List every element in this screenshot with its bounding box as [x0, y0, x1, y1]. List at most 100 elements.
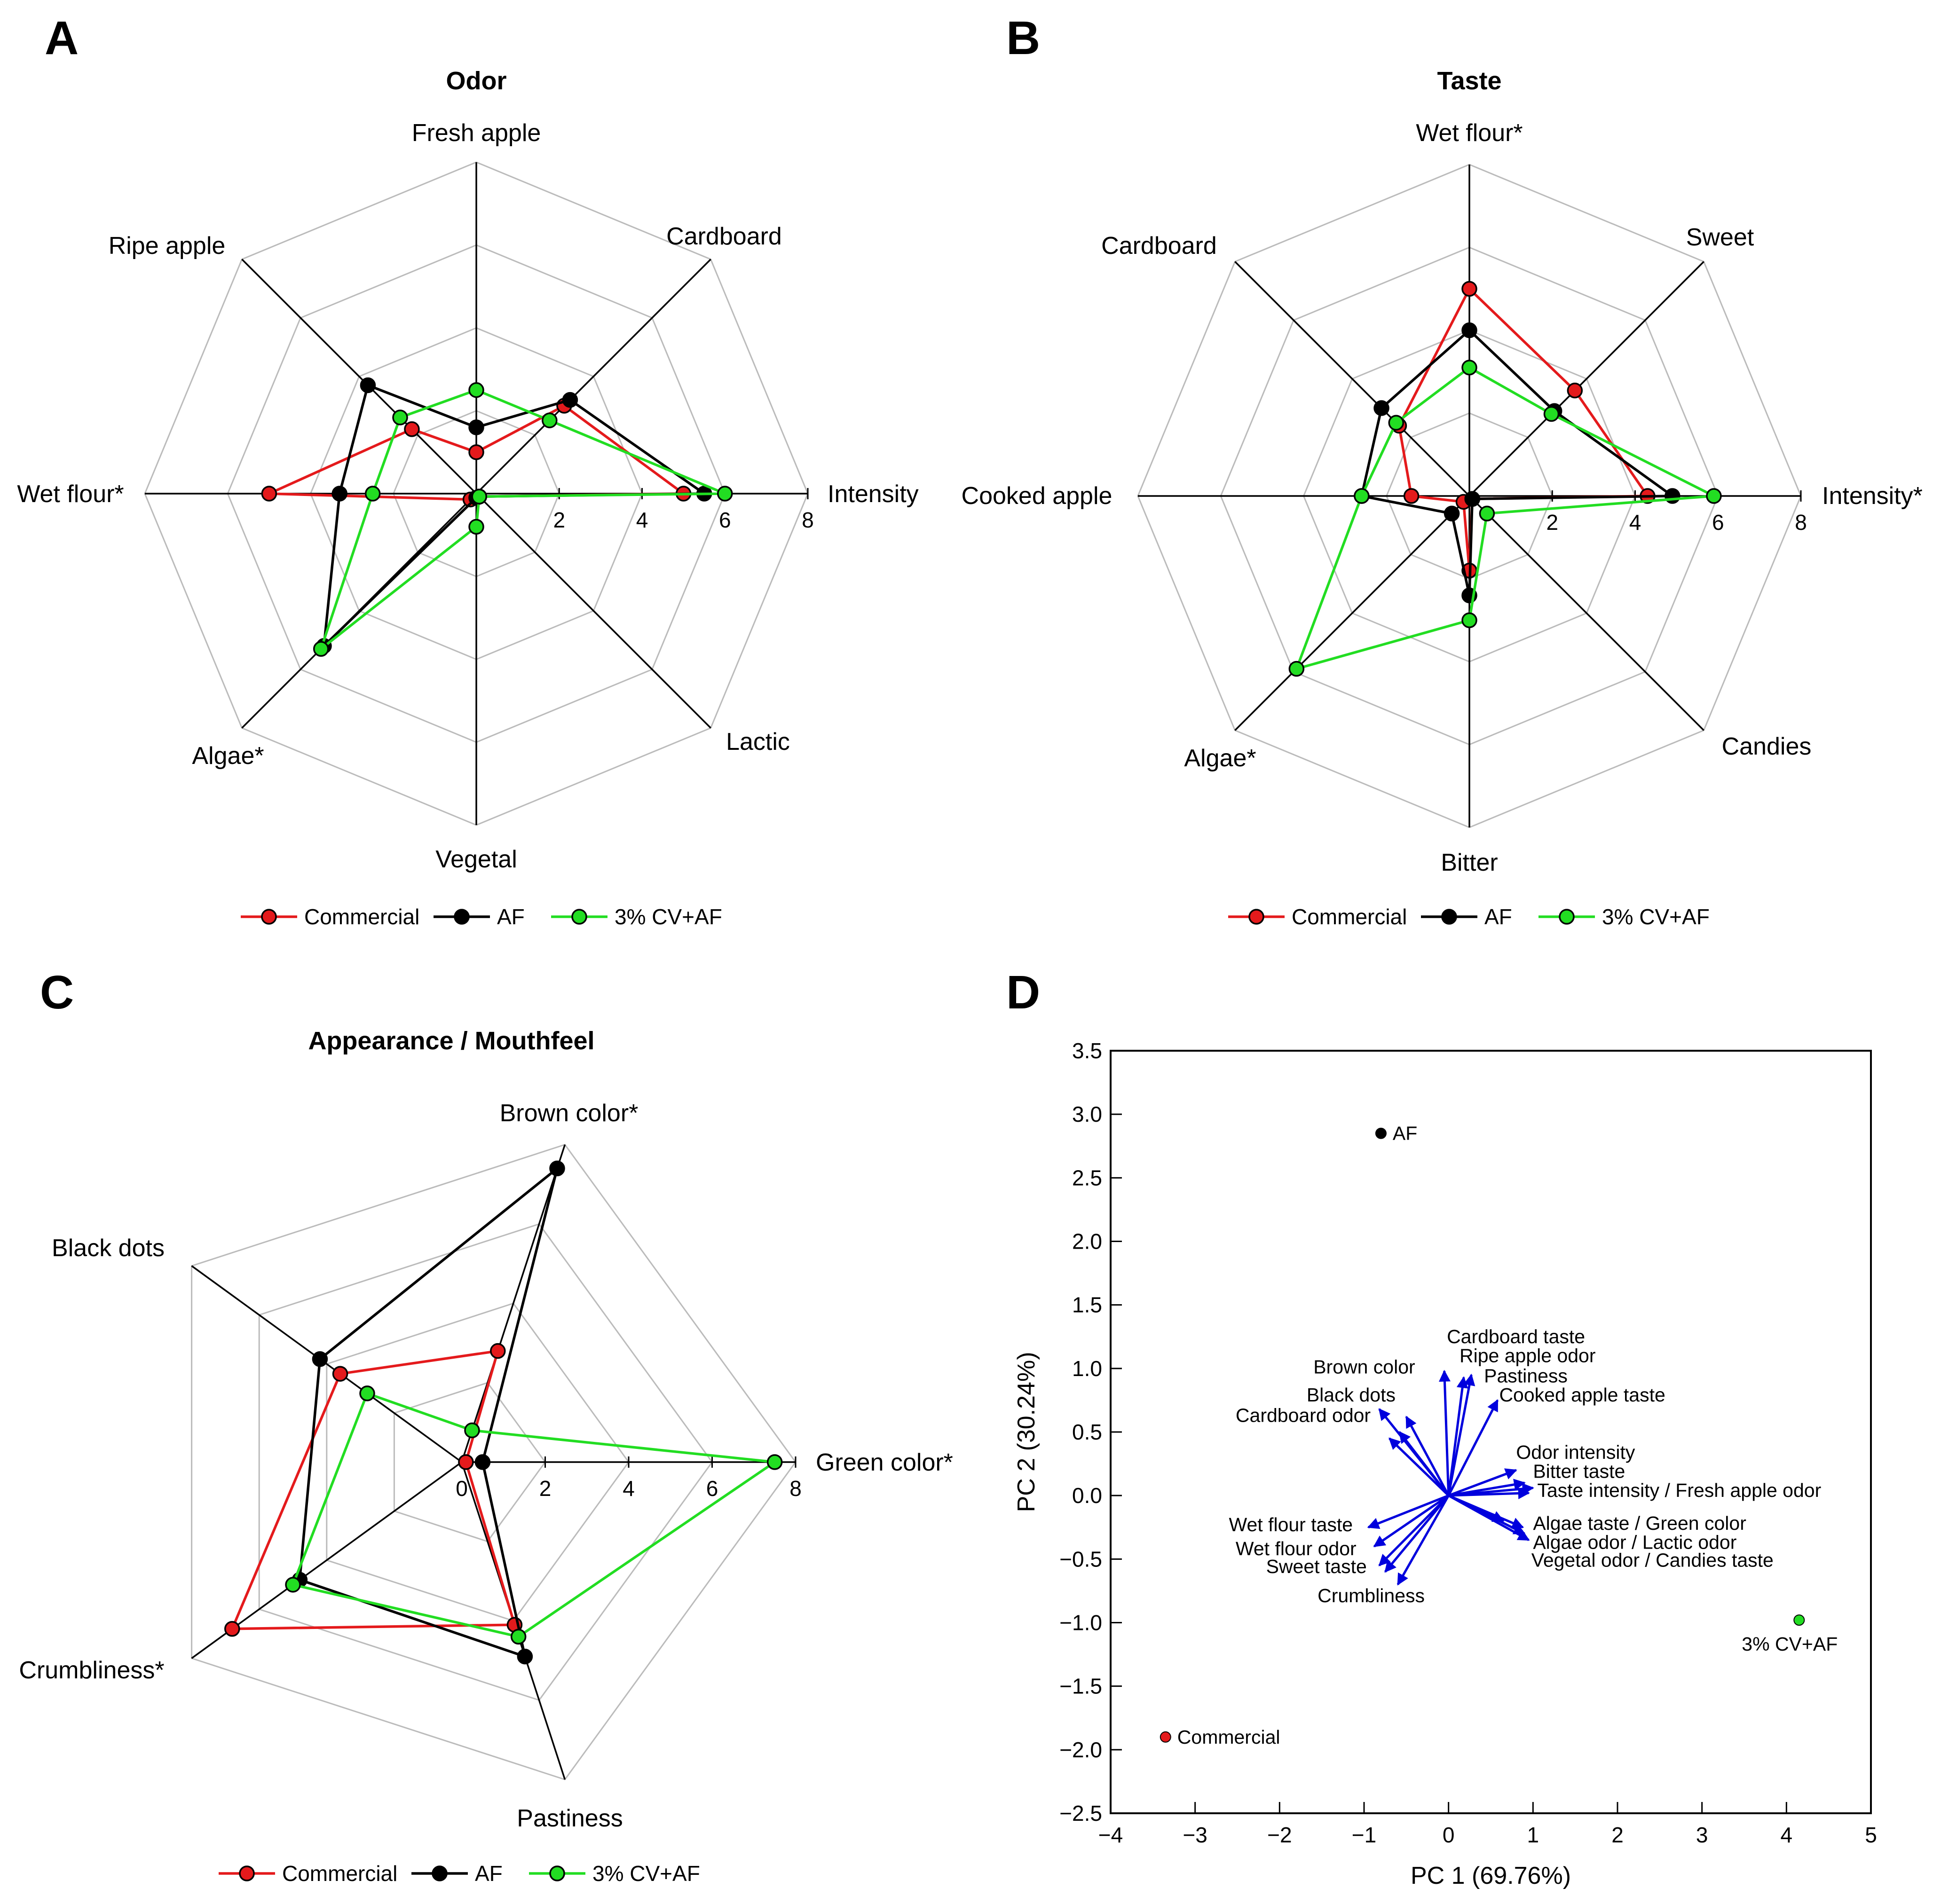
loading-label-wet-flour-taste: Wet flour taste: [1229, 1514, 1353, 1535]
loading-arrow: [1448, 1483, 1534, 1497]
loading-label-ripe-apple-odor: Ripe apple odor: [1460, 1345, 1595, 1366]
data-point-af-ripe-apple: [360, 377, 376, 393]
series-line-af: [1360, 328, 1677, 596]
score-label-commercial: Commercial: [1177, 1726, 1280, 1748]
data-point-3-cv-af-wet-flour: [364, 486, 381, 502]
data-point-3-cv-af-candies: [1479, 505, 1495, 522]
loading-label-crumbliness: Crumbliness: [1318, 1585, 1425, 1606]
data-point-3-cv-af-lactic: [471, 488, 487, 504]
data-point-3-cv-af-intensity: [717, 486, 733, 502]
data-point-commercial-ripe-apple: [404, 421, 420, 437]
tick-label: 8: [1795, 510, 1807, 535]
loading-arrow: [1447, 1399, 1499, 1496]
plot-frame: [1110, 1050, 1872, 1814]
panel-letter-d: D: [1006, 966, 1040, 1019]
axis-spoke: [1234, 495, 1470, 731]
data-point-3-cv-af-green-color: [766, 1454, 783, 1470]
loading-arrow: [1378, 1495, 1450, 1566]
grid-ring: [191, 1143, 797, 1781]
data-point-3-cv-af-intensity: [1706, 488, 1722, 504]
axis-label-cardboard: Cardboard: [666, 223, 782, 250]
axis-label-ripe-apple: Ripe apple: [109, 232, 226, 260]
loading-label-cardboard-taste: Cardboard taste: [1447, 1326, 1585, 1347]
loading-arrow: [1378, 1408, 1450, 1496]
legend-label-af: AF: [475, 1861, 503, 1886]
data-point-3-cv-af-fresh-apple: [468, 382, 484, 398]
loading-label-taste-intensity-fresh-apple-odor: Taste intensity / Fresh apple odor: [1537, 1479, 1821, 1501]
axis-label-brown-color: Brown color*: [500, 1100, 639, 1127]
legend-marker-3-cv-af: [1559, 909, 1575, 925]
loading-label-algae-odor-lactic-odor: Algae odor / Lactic odor: [1533, 1532, 1736, 1553]
loading-arrow: [1448, 1468, 1517, 1497]
loading-label-odor-intensity: Odor intensity: [1516, 1441, 1635, 1463]
axis-spoke: [191, 1265, 463, 1463]
legend-label-commercial: Commercial: [304, 905, 419, 929]
data-point-3-cv-af-brown-color: [464, 1422, 480, 1439]
legend-marker-commercial: [1248, 909, 1264, 925]
score-point-commercial: [1160, 1731, 1171, 1743]
data-point-3-cv-af-bitter: [1461, 612, 1477, 629]
data-point-3-cv-af-cooked-apple: [1354, 488, 1370, 504]
legend-label-af: AF: [1484, 905, 1512, 929]
tick-label: 4: [1629, 510, 1641, 535]
axis-label-green-color: Green color*: [816, 1449, 953, 1476]
x-tick-label: 5: [1865, 1823, 1877, 1847]
data-point-af-fresh-apple: [468, 419, 484, 435]
axis-label-wet-flour: Wet flour*: [1416, 119, 1523, 147]
axis-label-pastiness: Pastiness: [517, 1805, 623, 1832]
data-point-3-cv-af-ripe-apple: [392, 409, 408, 425]
data-point-commercial-green-color: [458, 1454, 474, 1470]
chart-title: Taste: [1437, 67, 1501, 95]
tick-label: 6: [719, 508, 731, 532]
axis-spoke: [1468, 261, 1704, 497]
data-point-af-intensity: [1665, 488, 1681, 504]
data-point-3-cv-af-wet-flour: [1461, 360, 1477, 376]
axis-label-intensity: Intensity: [828, 480, 919, 508]
legend-label-commercial: Commercial: [1292, 905, 1407, 929]
data-point-commercial-cooked-apple: [1403, 488, 1420, 504]
y-tick-label: 2.0: [1072, 1229, 1102, 1254]
axis-label-bitter: Bitter: [1441, 849, 1498, 876]
tick-label: 8: [802, 508, 814, 532]
loading-arrow: [1367, 1494, 1449, 1529]
axis-spoke: [241, 259, 477, 495]
data-point-af-black-dots: [312, 1351, 328, 1367]
data-point-3-cv-af-cardboard: [1388, 415, 1404, 431]
data-point-3-cv-af-pastiness: [510, 1629, 527, 1645]
legend-marker-3-cv-af: [571, 909, 587, 925]
axis-spoke: [461, 1144, 566, 1463]
y-tick-label: −2.5: [1059, 1801, 1102, 1825]
loading-label-bitter-taste: Bitter taste: [1533, 1460, 1625, 1482]
loading-arrow: [1373, 1495, 1450, 1548]
legend-marker-commercial: [239, 1865, 255, 1881]
legend-label-af: AF: [497, 905, 525, 929]
loading-label-cooked-apple-taste: Cooked apple taste: [1499, 1384, 1665, 1406]
legend-marker-af: [432, 1865, 448, 1881]
data-point-3-cv-af-sweet: [1543, 406, 1560, 422]
loading-arrow: [1447, 1373, 1475, 1496]
panel-letter-a: A: [45, 12, 79, 64]
data-point-3-cv-af-crumbliness: [285, 1577, 301, 1593]
legend-marker-af: [1441, 909, 1457, 925]
data-point-af-wet-flour: [1461, 322, 1477, 338]
data-point-af-cardboard: [562, 392, 578, 408]
data-point-commercial-black-dots: [332, 1366, 348, 1382]
y-tick-label: 3.0: [1072, 1102, 1102, 1126]
axis-label-sweet: Sweet: [1686, 224, 1754, 251]
y-tick-label: 1.5: [1072, 1293, 1102, 1317]
axis-label-algae: Algae*: [192, 742, 264, 770]
data-point-commercial-fresh-apple: [468, 444, 484, 460]
radar-taste: Taste Intensity* Sweet Wet flour* Cardboard C…: [962, 67, 1923, 929]
panel-letter-c: C: [40, 966, 74, 1019]
loading-arrow: [1389, 1437, 1450, 1496]
score-label-3-cv-af: 3% CV+AF: [1742, 1633, 1838, 1655]
loading-arrow: [1448, 1494, 1524, 1529]
data-point-3-cv-af-vegetal: [468, 519, 484, 535]
y-axis-label: PC 2 (30.24%): [1013, 1352, 1040, 1512]
data-point-af-brown-color: [549, 1160, 565, 1177]
y-tick-label: 2.5: [1072, 1165, 1102, 1190]
tick-label: 6: [706, 1476, 718, 1501]
data-point-3-cv-af-black-dots: [359, 1385, 375, 1401]
score-label-af: AF: [1393, 1123, 1417, 1144]
